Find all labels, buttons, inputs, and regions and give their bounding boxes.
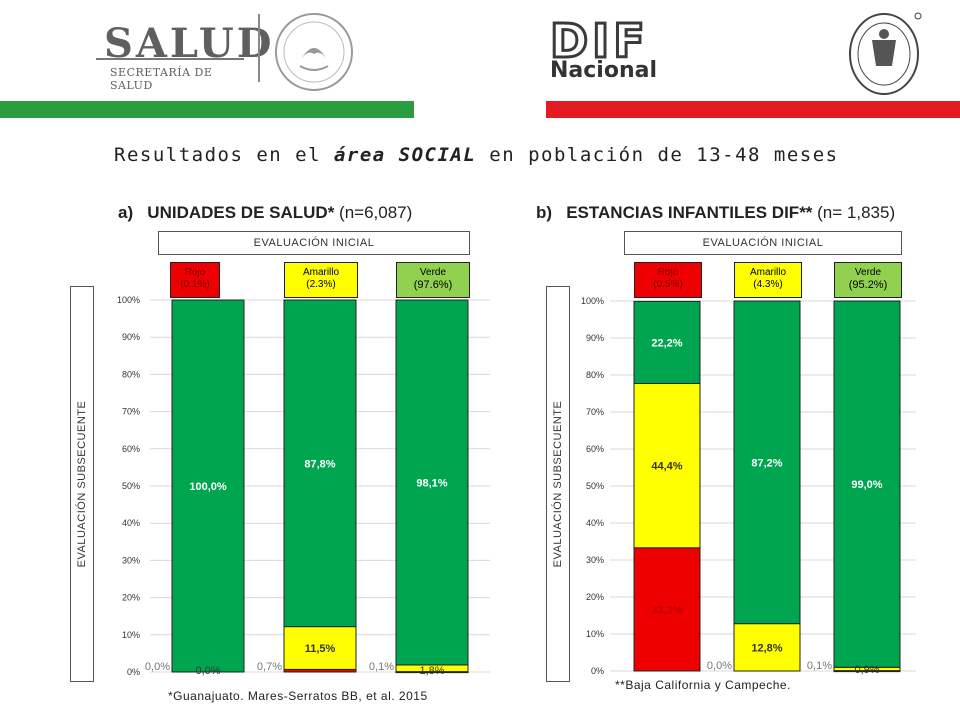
chart-b-bar-amarillo [733,623,801,672]
chart-a-category-header: Verde (97.6%) [396,262,470,298]
chart-a-data-label: 0,1% [369,661,394,673]
chart-b-ylabel: EVALUACIÓN SUBSECUENTE [552,400,564,568]
chart-b-category-pct: (0.5%) [653,279,683,290]
page-title: Resultados en el área SOCIAL en població… [114,144,839,166]
chart-b-tick-label: 80% [586,370,604,380]
chart-a-data-label: 98,1% [416,477,447,489]
chart-b-data-label: 0,0% [707,660,732,672]
hospital-logo-icon [849,12,922,95]
chart-a-n: (n=6,087) [334,203,413,222]
salud-logo-rule [96,58,244,60]
chart-a-tick-label: 20% [122,593,140,603]
chart-a-category-header: Rojo (0.1%) [170,262,220,298]
logo-divider [258,14,260,82]
chart-b-tick-label: 100% [581,296,604,306]
chart-b-bar-verde [633,300,701,385]
chart-b-footnote: **Baja California y Campeche. [615,678,791,692]
chart-a-ylabel-box: EVALUACIÓN SUBSECUENTE [70,286,94,682]
chart-a-letter: a) [118,203,134,222]
header-red-band [546,101,960,118]
chart-b-category-pct: (95.2%) [848,279,888,291]
chart-a-tick-label: 90% [122,332,140,342]
chart-a-data-label: 1,8% [419,665,444,677]
chart-b-tick-label: 20% [586,592,604,602]
chart-b-tick-label: 10% [586,629,604,639]
header-green-band [0,101,414,118]
title-suffix: en población de 13-48 meses [476,144,839,166]
chart-b-top-label: EVALUACIÓN INICIAL [624,231,902,255]
chart-b-tick-label: 0% [591,666,604,676]
chart-b-data-label: 22,2% [651,337,682,349]
chart-a-tick-label: 0% [127,667,140,677]
title-emphasis: área SOCIAL [333,144,477,166]
chart-a-bar-amarillo [283,626,357,670]
salud-logo: SALUD SECRETARÍA DE SALUD [96,14,271,92]
chart-a-bar-verde [283,299,357,628]
chart-b-data-label: 33,3% [651,604,682,616]
chart-b-tick-label: 90% [586,333,604,343]
chart-b-bar-rojo [633,547,701,672]
chart-b-bar-amarillo [633,383,701,549]
chart-b-data-label: 44,4% [651,461,682,473]
chart-a-tick-label: 100% [117,295,140,305]
chart-b-category-header: Amarillo (4.3%) [734,262,802,298]
chart-b-tick-label: 30% [586,555,604,565]
chart-a-tick-label: 50% [122,481,140,491]
chart-a-title: UNIDADES DE SALUD* [147,203,335,222]
chart-a-data-label: 0,0% [145,661,170,673]
salud-logo-subtext: SECRETARÍA DE SALUD [110,66,213,92]
chart-a-data-label: 0,0% [195,665,220,677]
chart-b-tick-label: 50% [586,481,604,491]
chart-a-data-label: 0,7% [257,661,282,673]
chart-b-subtitle: b) ESTANCIAS INFANTILES DIF** (n= 1,835) [536,203,895,223]
chart-a-data-label: 11,5% [305,643,336,655]
dif-logo-text: DIF [549,13,649,70]
chart-b-n: (n= 1,835) [812,203,896,222]
chart-b-category-header: Verde (95.2%) [834,262,902,298]
chart-b-letter: b) [536,203,553,222]
dif-logo: DIF Nacional [548,13,668,86]
chart-b-ylabel-box: EVALUACIÓN SUBSECUENTE [546,286,570,682]
chart-a-category-name: Rojo [184,267,206,278]
chart-a-data-label: 87,8% [304,458,335,470]
title-prefix: Resultados en el [114,144,334,166]
chart-b-bar-verde [833,300,901,668]
chart-a-tick-label: 10% [122,630,140,640]
chart-a-category-pct: (97.6%) [413,279,453,291]
chart-b-tick-label: 60% [586,444,604,454]
chart-b-category-pct: (4.3%) [753,279,783,290]
chart-b-category-name: Rojo [657,267,679,278]
chart-a-tick-label: 70% [122,407,140,417]
chart-a-bar-verde [171,299,245,673]
chart-b-category-name: Amarillo [749,267,787,278]
chart-a-category-name: Verde [419,267,447,278]
chart-b-tick-label: 40% [586,518,604,528]
chart-a-data-label: 100,0% [189,481,227,493]
chart-b-data-label: 0,1% [807,660,832,672]
chart-a-bar-verde [395,299,469,666]
chart-a-category-pct: (0.1%) [180,279,210,290]
chart-a-category-pct: (2.3%) [306,279,336,290]
chart-b-category-header: Rojo (0.5%) [634,262,702,298]
chart-a-tick-label: 80% [122,369,140,379]
chart-a-tick-label: 30% [122,555,140,565]
mexico-seal-icon [275,13,353,91]
chart-b-data-label: 0,9% [854,664,879,676]
chart-a-category-name: Amarillo [302,267,340,278]
chart-b-category-name: Verde [854,267,882,278]
chart-a-category-header: Amarillo (2.3%) [284,262,358,298]
chart-b-tick-label: 70% [586,407,604,417]
chart-b-bar-verde [733,300,801,625]
chart-a-tick-label: 60% [122,444,140,454]
chart-b-data-label: 99,0% [851,479,882,491]
chart-b-data-label: 87,2% [751,457,782,469]
chart-a-top-label: EVALUACIÓN INICIAL [158,231,470,255]
chart-a-footnote: *Guanajuato. Mares-Serratos BB, et al. 2… [168,689,428,703]
dif-logo-subtext: Nacional [550,58,658,83]
chart-a-subtitle: a) UNIDADES DE SALUD* (n=6,087) [118,203,412,223]
chart-a-tick-label: 40% [122,518,140,528]
chart-b-title: ESTANCIAS INFANTILES DIF** [566,203,813,222]
chart-b-data-label: 12,8% [751,642,782,654]
